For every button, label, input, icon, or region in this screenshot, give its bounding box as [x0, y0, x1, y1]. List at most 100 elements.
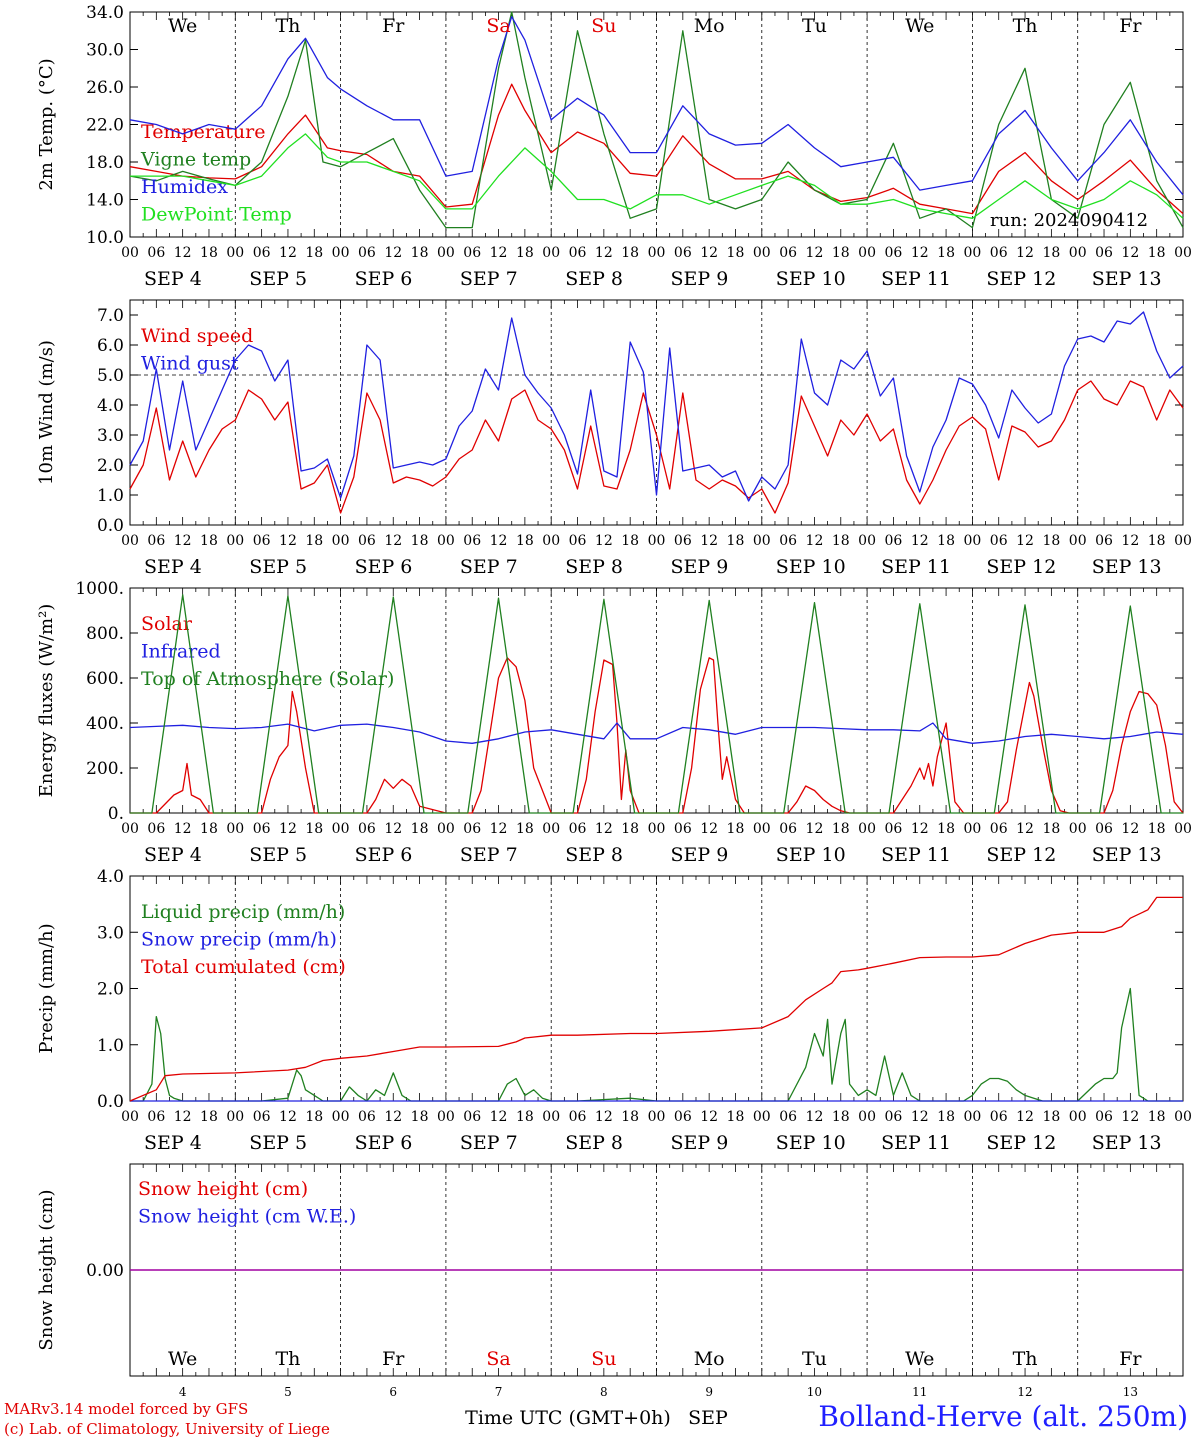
legend-entry: Snow precip (mm/h) [141, 929, 337, 951]
y-tick-label: 800. [86, 624, 124, 644]
hour-label: 12 [595, 821, 613, 837]
hour-label: 18 [937, 533, 955, 549]
hour-label: 00 [1069, 245, 1087, 261]
hour-label: 00 [858, 821, 876, 837]
y-tick-label: 6.0 [97, 336, 124, 356]
hour-label: 00 [1069, 533, 1087, 549]
hour-label: 00 [437, 533, 455, 549]
date-label: SEP 10 [776, 1132, 846, 1154]
hour-label: 06 [885, 821, 903, 837]
hour-label: 12 [384, 245, 402, 261]
date-label: SEP 9 [671, 556, 729, 578]
hour-label: 06 [253, 1109, 271, 1125]
hour-label: 00 [226, 533, 244, 549]
hour-label: 00 [332, 1109, 350, 1125]
legend-entry: Wind speed [141, 325, 253, 347]
date-label: SEP 11 [881, 1132, 951, 1154]
series-line-temperature [129, 83, 1184, 215]
hour-label: 12 [174, 821, 192, 837]
hour-label: 18 [937, 1109, 955, 1125]
hour-label: 12 [911, 533, 929, 549]
hour-label: 00 [437, 245, 455, 261]
series-line-solar [130, 657, 1184, 814]
hour-label: 12 [490, 1109, 508, 1125]
date-label: SEP 8 [565, 1132, 623, 1154]
panel-4: 0.0 1.0 2.0 3.0 4.0 Precip (mm/h) Liquid preci… [36, 867, 1192, 1154]
series-line-vigne-temp [129, 11, 1184, 229]
date-label: SEP 11 [881, 556, 951, 578]
model-credit: MARv3.14 model forced by GFS [4, 1400, 249, 1418]
y-axis-label: 10m Wind (m/s) [36, 340, 57, 485]
date-label: SEP 12 [986, 844, 1056, 866]
plot-frame [129, 587, 1184, 814]
hour-label: 00 [226, 821, 244, 837]
date-label: SEP 7 [460, 1132, 518, 1154]
y-tick-label: 34.0 [86, 3, 124, 23]
day-name: Fr [382, 1348, 405, 1370]
hour-label: 00 [1069, 821, 1087, 837]
hour-label: 18 [1042, 245, 1060, 261]
hour-label: 12 [174, 1109, 192, 1125]
hour-label: 00 [753, 245, 771, 261]
y-tick-label: 0.0 [97, 1092, 124, 1112]
day-name: We [168, 1348, 197, 1370]
hour-label: 00 [226, 245, 244, 261]
y-tick-label: 18.0 [86, 153, 124, 173]
series-line-wind-speed [129, 380, 1184, 514]
hour-label: 18 [727, 821, 745, 837]
y-tick-label: 400. [86, 714, 124, 734]
hour-label: 06 [463, 1109, 481, 1125]
date-label: SEP 6 [355, 268, 413, 290]
date-label: SEP 9 [671, 268, 729, 290]
hour-label: 00 [648, 533, 666, 549]
hour-label: 18 [832, 1109, 850, 1125]
date-label: SEP 11 [881, 844, 951, 866]
hour-label: 18 [937, 821, 955, 837]
hour-label: 12 [1016, 1109, 1034, 1125]
y-tick-label: 600. [86, 669, 124, 689]
date-label: SEP 13 [1092, 1132, 1162, 1154]
panel-2: 0.0 1.0 2.0 3.0 4.0 5.0 6.0 7.0 10m Wind (m/s) Wi… [36, 299, 1192, 578]
hour-label: 18 [200, 533, 218, 549]
date-label: SEP 8 [565, 556, 623, 578]
y-tick-label: 4.0 [97, 396, 124, 416]
day-name: Th [275, 1348, 300, 1370]
hour-label: 18 [411, 821, 429, 837]
date-label: SEP 12 [986, 1132, 1056, 1154]
y-tick-label: 2.0 [97, 980, 124, 1000]
y-tick-label: 26.0 [86, 78, 124, 98]
hour-label: 06 [885, 245, 903, 261]
date-label: SEP 7 [460, 268, 518, 290]
date-label: SEP 10 [776, 556, 846, 578]
hour-label: 12 [490, 245, 508, 261]
series-line-wind-gust [129, 311, 1184, 502]
date-label: SEP 8 [565, 844, 623, 866]
hour-label: 18 [305, 533, 323, 549]
y-tick-label: 200. [86, 759, 124, 779]
hour-label: 00 [963, 1109, 981, 1125]
hour-label: 06 [1095, 245, 1113, 261]
hour-label: 06 [358, 821, 376, 837]
hour-label: 00 [1174, 245, 1192, 261]
date-label: SEP 4 [144, 1132, 202, 1154]
hour-label: 12 [174, 533, 192, 549]
hour-label: 06 [569, 1109, 587, 1125]
legend-entry: DewPoint Temp [141, 204, 292, 226]
date-label: SEP 4 [144, 844, 202, 866]
hour-label: 00 [753, 1109, 771, 1125]
hour-label: 18 [305, 1109, 323, 1125]
hour-label: 18 [832, 821, 850, 837]
legend-entry: Humidex [141, 176, 228, 198]
hour-label: 18 [200, 1109, 218, 1125]
hour-label: 06 [1095, 1109, 1113, 1125]
hour-label: 12 [911, 1109, 929, 1125]
hour-label: 00 [1174, 1109, 1192, 1125]
hour-label: 00 [963, 533, 981, 549]
hour-label: 06 [147, 533, 165, 549]
day-name: Th [275, 15, 300, 37]
hour-label: 00 [121, 245, 139, 261]
day-name: Mo [694, 15, 725, 37]
date-label: SEP 10 [776, 268, 846, 290]
day-number: 10 [807, 1385, 822, 1399]
